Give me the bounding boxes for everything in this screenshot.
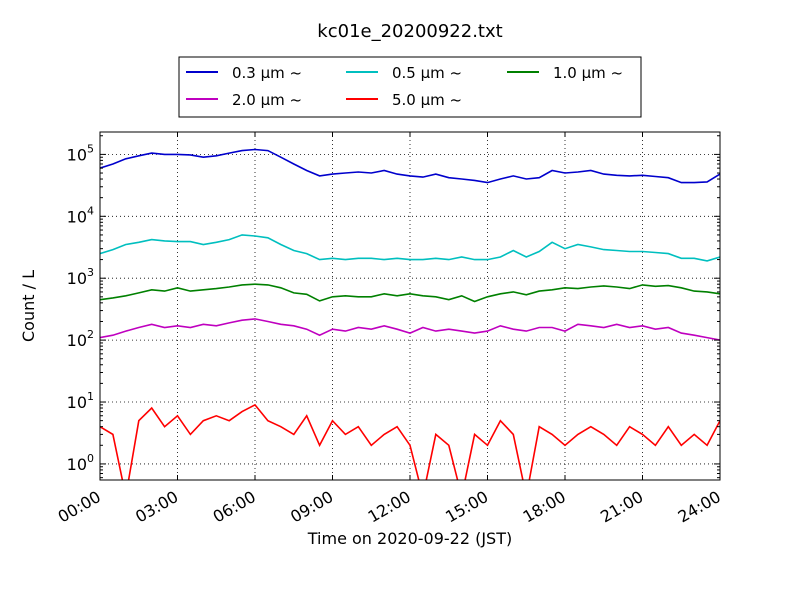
x-tick-label: 12:00 — [365, 487, 414, 527]
x-tick-label: 06:00 — [210, 487, 259, 527]
y-tick-label: 103 — [67, 266, 94, 288]
x-tick-label: 00:00 — [55, 487, 104, 527]
legend-label: 0.3 µm ~ — [232, 64, 302, 82]
legend: 0.3 µm ~ 0.5 µm ~ 1.0 µm ~ 2.0 µm ~ 5.0 µm ~ — [178, 56, 642, 118]
chart-title: kc01e_20200922.txt — [317, 21, 502, 42]
series-line — [100, 403, 720, 480]
series-group — [100, 148, 720, 480]
legend-frame — [178, 56, 642, 118]
x-tick-label: 03:00 — [132, 487, 181, 527]
grid — [100, 132, 720, 480]
y-axis: 100 101 102 103 104 105 — [67, 135, 720, 479]
series-line — [100, 283, 720, 303]
series-line — [100, 234, 720, 262]
x-tick-label: 24:00 — [675, 487, 724, 527]
x-tick-label: 21:00 — [597, 487, 646, 527]
legend-label: 1.0 µm ~ — [553, 64, 623, 82]
legend-label: 0.5 µm ~ — [392, 64, 462, 82]
y-tick-label: 100 — [67, 452, 94, 474]
x-tick-label: 09:00 — [287, 487, 336, 527]
x-tick-label: 18:00 — [520, 487, 569, 527]
series-line — [100, 148, 720, 184]
y-tick-label: 104 — [67, 204, 94, 226]
legend-label: 2.0 µm ~ — [232, 91, 302, 109]
x-axis-label: Time on 2020-09-22 (JST) — [307, 529, 512, 548]
series-line — [100, 318, 720, 341]
y-axis-label: Count / L — [19, 270, 38, 342]
y-tick-label: 102 — [67, 328, 94, 350]
y-tick-label: 101 — [67, 390, 94, 412]
legend-label: 5.0 µm ~ — [392, 91, 462, 109]
y-tick-label: 105 — [67, 142, 94, 164]
x-tick-label: 15:00 — [442, 487, 491, 527]
x-axis: 00:00 03:00 06:00 09:00 12:00 15:00 18:00 21:00… — [55, 132, 724, 527]
